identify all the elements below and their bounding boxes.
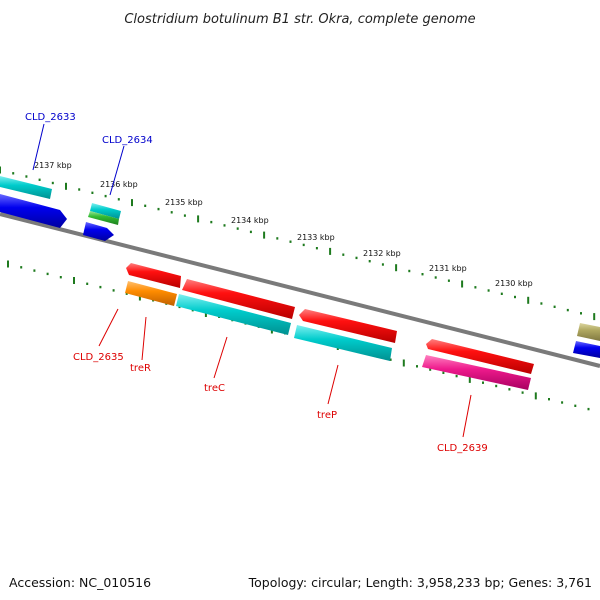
gene-trep[interactable] [294,325,392,361]
genome-summary-text: Topology: circular; Length: 3,958,233 bp… [248,575,592,590]
gene-label-trer[interactable]: treR [130,363,151,374]
gene-label-cld-2635[interactable]: CLD_2635 [73,352,124,363]
tick-label-2133: 2133 kbp [297,233,335,242]
gene-cld-2634-green[interactable] [88,211,119,225]
upper-scale-ticks [0,166,596,321]
leader-trer [141,316,147,361]
gene-trec[interactable] [176,294,291,335]
tick-label-2134: 2134 kbp [231,216,269,225]
gene-blue-right[interactable] [573,341,600,358]
gene-trep-red[interactable] [299,309,397,343]
gene-tre-red[interactable] [182,279,295,319]
gene-label-cld-2639[interactable]: CLD_2639 [437,443,488,454]
gene-cyan-left[interactable] [0,176,52,199]
leader-cld-2633 [32,123,45,171]
gene-cld-2639-red[interactable] [426,339,534,374]
gene-cld-2635[interactable] [125,281,177,306]
gene-blue-left[interactable] [0,194,67,228]
leader-trec [213,336,228,379]
tick-label-2136: 2136 kbp [100,180,138,189]
tick-label-2137: 2137 kbp [34,161,72,170]
gene-red-small[interactable] [126,263,181,288]
gene-cld-2634-cyan[interactable] [90,203,121,219]
leader-cld-2639 [462,394,472,438]
gene-cld-2639[interactable] [422,355,531,390]
tick-label-2130: 2130 kbp [495,279,533,288]
gene-label-trep[interactable]: treP [317,410,337,421]
gene-olive-right[interactable] [577,323,600,341]
map-title: Clostridium botulinum B1 str. Okra, comp… [124,12,475,27]
tick-label-2132: 2132 kbp [363,249,401,258]
tick-label-2135: 2135 kbp [165,198,203,207]
tick-label-2131: 2131 kbp [429,264,467,273]
leader-cld-2634 [109,145,125,196]
leader-cld-2635 [98,308,119,347]
gene-label-cld-2633[interactable]: CLD_2633 [25,112,76,123]
gene-label-trec[interactable]: treC [204,383,225,394]
gene-cld-2634-blue[interactable] [83,222,114,241]
leader-trep [327,364,339,405]
accession-text: Accession: NC_010516 [9,575,151,590]
gene-label-cld-2634[interactable]: CLD_2634 [102,135,153,146]
